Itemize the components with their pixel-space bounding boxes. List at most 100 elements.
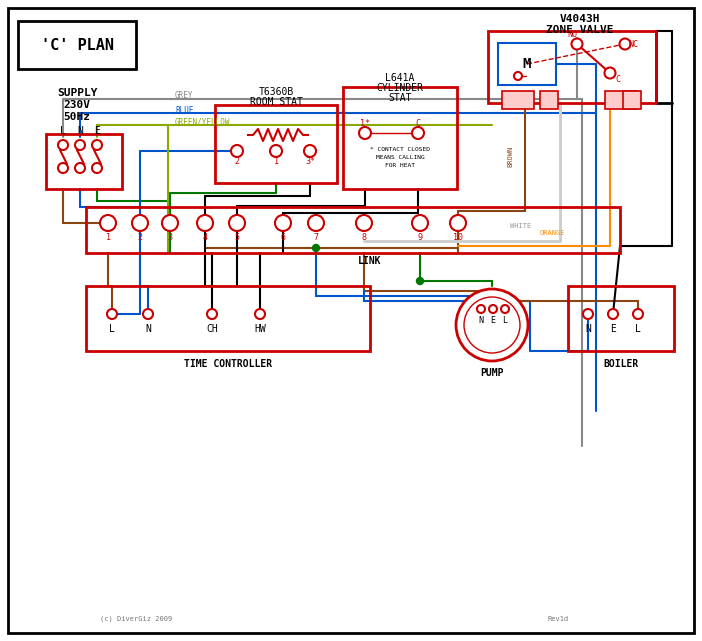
Text: 1: 1 [274, 156, 279, 165]
Circle shape [231, 145, 243, 157]
Circle shape [604, 67, 616, 78]
Text: CH: CH [206, 324, 218, 334]
Text: T6360B: T6360B [258, 87, 293, 97]
Text: V4043H: V4043H [559, 14, 600, 24]
Text: 3*: 3* [305, 156, 315, 165]
Circle shape [92, 163, 102, 173]
Circle shape [608, 309, 618, 319]
Text: L: L [60, 126, 66, 136]
Circle shape [75, 163, 85, 173]
Text: C: C [616, 74, 621, 83]
Circle shape [619, 38, 630, 49]
Text: 6: 6 [281, 233, 286, 242]
Circle shape [162, 215, 178, 231]
Text: GREY: GREY [175, 90, 194, 99]
Text: L: L [503, 315, 508, 324]
Bar [86, 286, 370, 351]
Circle shape [270, 145, 282, 157]
Circle shape [107, 309, 117, 319]
Circle shape [312, 244, 319, 251]
Circle shape [75, 140, 85, 150]
Text: ORANGE: ORANGE [540, 230, 566, 236]
Text: 9: 9 [418, 233, 423, 242]
Text: MEANS CALLING: MEANS CALLING [376, 154, 425, 160]
Text: 230V: 230V [63, 100, 91, 110]
Circle shape [275, 215, 291, 231]
Text: BLUE: BLUE [175, 106, 194, 115]
Circle shape [143, 309, 153, 319]
Text: CYLINDER: CYLINDER [376, 83, 423, 93]
Circle shape [229, 215, 245, 231]
Text: 2: 2 [234, 156, 239, 165]
Bar [623, 91, 641, 109]
Text: 'C' PLAN: 'C' PLAN [41, 38, 114, 53]
Text: 5: 5 [234, 233, 239, 242]
Circle shape [58, 163, 68, 173]
Bar [215, 105, 337, 183]
Circle shape [514, 72, 522, 80]
Text: E: E [610, 324, 616, 334]
Text: WHITE: WHITE [510, 223, 531, 229]
Text: L: L [635, 324, 641, 334]
Text: (c) DiverGiz 2009: (c) DiverGiz 2009 [100, 616, 172, 622]
Text: 4: 4 [202, 233, 208, 242]
Text: 1*: 1* [360, 119, 370, 128]
Bar [18, 21, 136, 69]
Circle shape [583, 309, 593, 319]
Text: PUMP: PUMP [480, 368, 504, 378]
Circle shape [356, 215, 372, 231]
Text: BOILER: BOILER [604, 359, 639, 369]
Circle shape [571, 38, 583, 49]
Circle shape [255, 309, 265, 319]
Circle shape [308, 215, 324, 231]
Text: L: L [109, 324, 115, 334]
Text: 10: 10 [453, 233, 463, 242]
Text: NC: NC [628, 40, 638, 49]
Text: N: N [145, 324, 151, 334]
Text: LINK: LINK [358, 256, 382, 266]
Text: E: E [491, 315, 496, 324]
Circle shape [359, 127, 371, 139]
Circle shape [304, 145, 316, 157]
Text: 8: 8 [362, 233, 366, 242]
Text: E: E [94, 126, 100, 136]
Bar [540, 91, 558, 109]
Circle shape [100, 215, 116, 231]
Circle shape [207, 309, 217, 319]
Bar [488, 31, 656, 103]
Circle shape [450, 215, 466, 231]
Circle shape [456, 289, 528, 361]
Bar [343, 87, 457, 189]
Text: STAT: STAT [388, 93, 412, 103]
Bar [498, 43, 556, 85]
Text: GREEN/YELLOW: GREEN/YELLOW [175, 117, 230, 126]
Circle shape [464, 297, 520, 353]
Text: ROOM STAT: ROOM STAT [250, 97, 303, 107]
Circle shape [412, 127, 424, 139]
Text: C: C [416, 119, 420, 128]
Text: FOR HEAT: FOR HEAT [385, 163, 415, 167]
Circle shape [132, 215, 148, 231]
Circle shape [501, 305, 509, 313]
Text: BROWN: BROWN [507, 146, 513, 167]
Text: SUPPLY: SUPPLY [57, 88, 98, 98]
Text: 3: 3 [168, 233, 173, 242]
Circle shape [58, 140, 68, 150]
Text: N: N [585, 324, 591, 334]
Bar [502, 91, 534, 109]
Circle shape [489, 305, 497, 313]
Text: ZONE VALVE: ZONE VALVE [546, 25, 614, 35]
Text: M: M [523, 57, 531, 71]
Bar [605, 91, 637, 109]
Bar [46, 134, 122, 189]
Text: 1: 1 [105, 233, 110, 242]
Circle shape [416, 278, 423, 285]
Text: NO: NO [567, 29, 577, 38]
Text: Rev1d: Rev1d [548, 616, 569, 622]
Circle shape [633, 309, 643, 319]
Text: 50Hz: 50Hz [63, 112, 91, 122]
Text: * CONTACT CLOSED: * CONTACT CLOSED [370, 147, 430, 151]
Bar [86, 207, 620, 253]
Text: TIME CONTROLLER: TIME CONTROLLER [184, 359, 272, 369]
Text: L641A: L641A [385, 73, 415, 83]
